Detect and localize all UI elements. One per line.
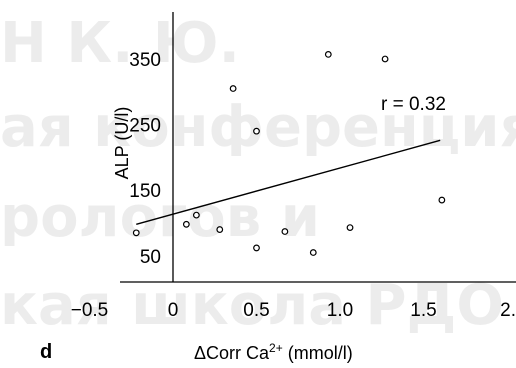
y-tick-label: 150	[129, 181, 161, 202]
data-point	[229, 85, 237, 92]
data-point	[253, 244, 260, 252]
data-point	[381, 55, 389, 63]
data-point	[346, 224, 354, 231]
x-tick-label: 0	[168, 300, 179, 321]
x-axis-label-main: ΔCorr Ca	[194, 343, 270, 363]
data-point	[253, 127, 260, 135]
data-point	[216, 226, 224, 233]
axes	[120, 12, 516, 283]
panel-label: d	[40, 341, 52, 363]
x-axis-label-superscript: 2+	[269, 341, 283, 355]
data-point	[438, 196, 446, 204]
data-point	[192, 211, 200, 219]
x-tick-label: −0.5	[71, 300, 109, 321]
tick-labels: 50 150 250 350 −0.5 0 0.5 1.0 1.5 2.	[71, 50, 516, 321]
x-tick-label: 1.0	[327, 300, 353, 321]
watermark-line-2: ая конференция	[0, 100, 516, 156]
data-point	[281, 228, 289, 235]
data-point	[132, 229, 140, 237]
correlation-annotation: r = 0.32	[381, 94, 446, 115]
x-tick-label: 1.5	[410, 300, 436, 321]
data-points	[132, 51, 446, 256]
regression-line-group	[136, 139, 441, 225]
x-axis-label: ΔCorr Ca2+ (mmol/l)	[194, 341, 353, 363]
x-tick-label: 0.5	[243, 300, 269, 321]
y-tick-label: 50	[140, 247, 161, 268]
data-point	[182, 220, 190, 228]
regression-line	[136, 139, 441, 225]
x-tick-label: 2.	[500, 300, 516, 321]
data-point	[324, 51, 332, 58]
watermark-line-4: кая школа РДО	[0, 278, 505, 334]
x-axis-label-unit: (mmol/l)	[283, 343, 353, 363]
data-point	[309, 249, 317, 256]
y-axis-label: ALP (U/l)	[112, 107, 132, 180]
y-tick-label: 250	[129, 116, 161, 137]
y-tick-label: 350	[129, 50, 161, 71]
watermark-line-1: Н К. Ю.	[0, 16, 240, 72]
